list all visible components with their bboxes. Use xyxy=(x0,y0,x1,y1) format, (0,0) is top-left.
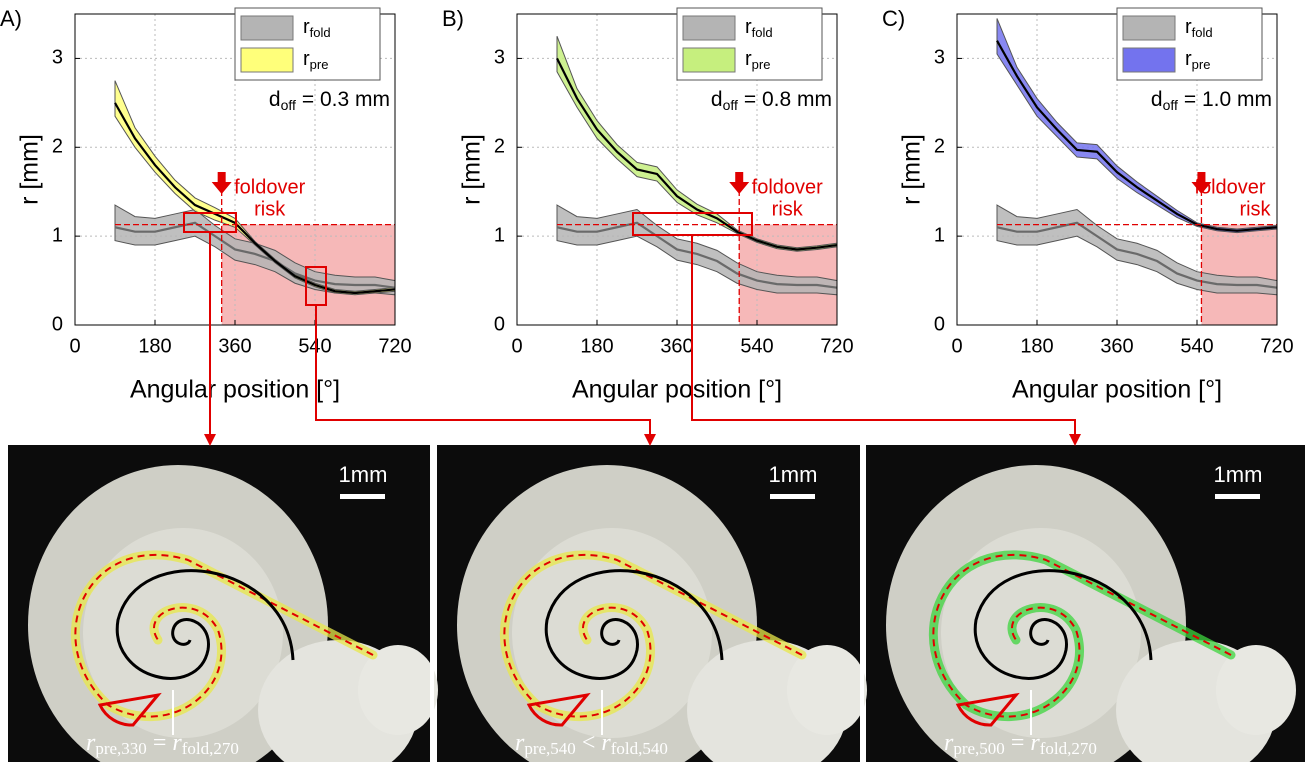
x-tick-label: 360 xyxy=(218,335,251,357)
x-tick-label: 180 xyxy=(138,335,171,357)
x-tick-label: 360 xyxy=(1100,335,1133,357)
equation-operator: = xyxy=(153,730,167,756)
y-tick-label: 1 xyxy=(52,224,63,246)
risk-label: risk xyxy=(772,198,804,220)
equation-operator: < xyxy=(582,730,596,756)
scale-bar xyxy=(340,494,385,499)
y-axis-label: r [mm] xyxy=(458,134,486,205)
legend-swatch xyxy=(1123,16,1175,40)
x-tick-label: 720 xyxy=(820,335,853,357)
equation-subscript: fold,270 xyxy=(1040,739,1097,758)
legend-subscript: fold xyxy=(1192,25,1213,40)
equation-subscript: pre,500 xyxy=(953,739,1004,758)
figure: 1mmrpre,500=rfold,2701mmrpre,540<rfold,5… xyxy=(0,0,1313,762)
x-tick-label: 720 xyxy=(378,335,411,357)
annotation-symbol: d xyxy=(711,88,723,111)
x-axis-label: Angular position [°] xyxy=(572,376,782,404)
annotation-text: = 0.8 mm xyxy=(744,88,832,111)
y-tick-label: 3 xyxy=(934,47,945,69)
x-axis-label: Angular position [°] xyxy=(130,376,340,404)
legend-subscript: pre xyxy=(752,57,771,72)
panel-label: B) xyxy=(442,6,464,31)
equation-subscript: pre,330 xyxy=(95,739,146,758)
equation-subscript: fold,540 xyxy=(611,739,668,758)
scale-bar-label: 1mm xyxy=(339,462,388,487)
y-tick-label: 0 xyxy=(494,313,505,335)
legend-swatch xyxy=(1123,48,1175,72)
x-tick-label: 0 xyxy=(511,335,522,357)
y-tick-label: 3 xyxy=(52,47,63,69)
y-tick-label: 0 xyxy=(52,313,63,335)
annotation-subscript: off xyxy=(281,97,296,113)
legend-subscript: pre xyxy=(310,57,329,72)
legend-swatch xyxy=(241,48,293,72)
risk-label: foldover xyxy=(234,176,305,198)
y-tick-label: 1 xyxy=(934,224,945,246)
x-axis-label: Angular position [°] xyxy=(1012,376,1222,404)
x-tick-label: 0 xyxy=(69,335,80,357)
x-tick-label: 180 xyxy=(1020,335,1053,357)
annotation-symbol: d xyxy=(269,88,281,111)
y-tick-label: 2 xyxy=(494,136,505,158)
annotation-subscript: off xyxy=(723,97,738,113)
equation-subscript: pre,540 xyxy=(524,739,575,758)
y-axis-label: r [mm] xyxy=(898,134,926,205)
y-tick-label: 2 xyxy=(52,136,63,158)
legend-swatch xyxy=(683,16,735,40)
legend-subscript: fold xyxy=(752,25,773,40)
y-axis-label: r [mm] xyxy=(16,134,44,205)
legend-subscript: fold xyxy=(310,25,331,40)
panel-label: C) xyxy=(882,6,905,31)
x-tick-label: 540 xyxy=(740,335,773,357)
y-tick-label: 1 xyxy=(494,224,505,246)
x-tick-label: 540 xyxy=(1180,335,1213,357)
y-tick-label: 3 xyxy=(494,47,505,69)
panel-label: A) xyxy=(0,6,22,31)
y-tick-label: 2 xyxy=(934,136,945,158)
risk-label: foldover xyxy=(1194,176,1265,198)
annotation-text: = 0.3 mm xyxy=(302,88,390,111)
x-tick-label: 360 xyxy=(660,335,693,357)
annotation-text: = 1.0 mm xyxy=(1184,88,1272,111)
y-tick-label: 0 xyxy=(934,313,945,335)
equation-subscript: fold,270 xyxy=(182,739,239,758)
photo-panel: 1mmrpre,500=rfold,270 xyxy=(866,445,1305,762)
risk-label: risk xyxy=(1239,198,1271,220)
legend-swatch xyxy=(241,16,293,40)
arrowhead xyxy=(204,434,1081,446)
equation-operator: = xyxy=(1011,730,1025,756)
x-tick-label: 180 xyxy=(580,335,613,357)
photo-panel: 1mmrpre,540<rfold,540 xyxy=(437,445,867,762)
scale-bar-label: 1mm xyxy=(769,462,818,487)
x-tick-label: 0 xyxy=(951,335,962,357)
legend-subscript: pre xyxy=(1192,57,1211,72)
annotation-symbol: d xyxy=(1151,88,1163,111)
scale-bar xyxy=(770,494,815,499)
annotation-subscript: off xyxy=(1163,97,1178,113)
risk-label: risk xyxy=(254,198,286,220)
x-tick-label: 720 xyxy=(1260,335,1293,357)
scale-bar-label: 1mm xyxy=(1214,462,1263,487)
risk-label: foldover xyxy=(752,176,823,198)
legend-swatch xyxy=(683,48,735,72)
scale-bar xyxy=(1215,494,1260,499)
